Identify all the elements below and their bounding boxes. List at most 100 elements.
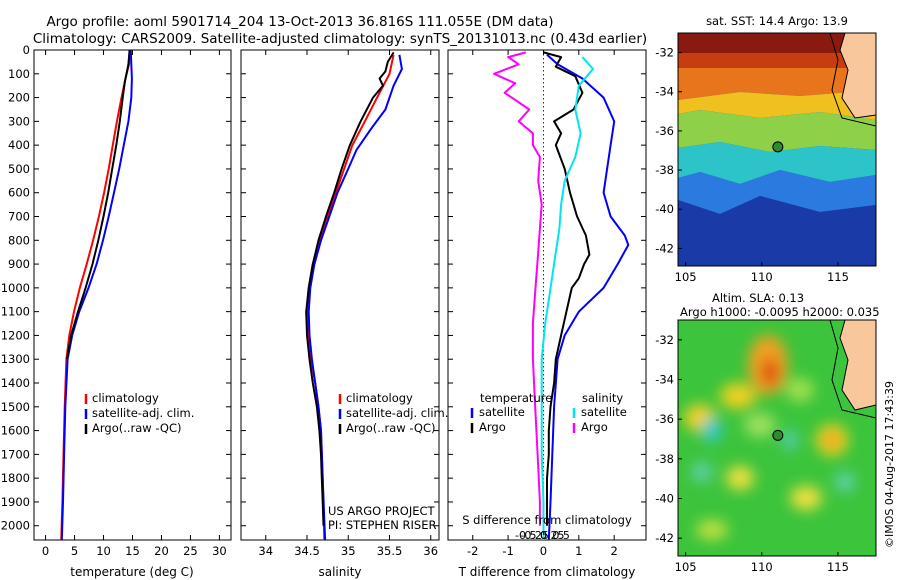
series-line [305, 51, 395, 526]
x-tick-label: 35.5 [377, 544, 403, 558]
series-line [540, 56, 594, 540]
x-tick-label: 30 [212, 544, 227, 558]
map-y-tick-label: -38 [655, 163, 674, 177]
y-tick-label: 1500 [1, 400, 30, 414]
s-tick-label: 0 [540, 529, 547, 542]
sst-map-ticks: 105 110 115 -32 -34 -36 -38 -40 -42 [655, 46, 849, 284]
salinity-panel: 34 34.5 35 35.5 36 salinity climatologysatel… [240, 49, 448, 579]
salinity-plot-frame [240, 49, 440, 541]
y-tick-label: 600 [8, 186, 30, 200]
sla-map-ticks: 105 110 115 -32 -34 -36 -38 -40 -42 [655, 333, 849, 574]
difference-panel: -2 -1 0 1 2 S difference from climatology -0… [447, 49, 647, 579]
map-y-tick-label: -32 [655, 46, 674, 60]
legend-label: satellite [581, 405, 627, 419]
legend-label: Argo [581, 420, 608, 434]
map-x-tick-label: 110 [751, 270, 773, 284]
sla-map-panel: Altim. SLA: 0.13 Argo h1000: -0.0095 h20… [655, 291, 879, 574]
legend-label: Argo(..raw -QC) [346, 421, 436, 435]
series-line [60, 50, 133, 540]
map-y-tick-label: -32 [655, 333, 674, 347]
argo-location-marker-sst [772, 141, 784, 153]
sla-map-title-line-2: Argo h1000: -0.0095 h2000: 0.035 [680, 305, 880, 319]
y-tick-label: 1200 [1, 328, 30, 342]
legend-label: satellite-adj. clim. [346, 406, 448, 420]
x-tick-label: 0 [42, 544, 49, 558]
s-tick-label: 0.25 [540, 529, 565, 542]
project-annotation-line-2: PI: STEPHEN RISER [328, 518, 437, 532]
temperature-plot-frame [33, 49, 232, 541]
sla-map-title-line-1: Altim. SLA: 0.13 [712, 291, 804, 305]
map-x-tick-label: 110 [751, 560, 773, 574]
map-y-tick-label: -42 [655, 531, 674, 545]
x-tick-label: -2 [467, 544, 478, 558]
y-tick-label: 900 [8, 257, 30, 271]
y-tick-label: 1600 [1, 424, 30, 438]
legend-label: climatology [92, 391, 159, 405]
x-tick-label: 20 [154, 544, 169, 558]
x-tick-label: 2 [611, 544, 618, 558]
y-tick-label: 1800 [1, 471, 30, 485]
legend-label: satellite [479, 405, 525, 419]
map-y-tick-label: -38 [655, 452, 674, 466]
sla-map-frame [677, 319, 877, 557]
map-y-tick-label: -40 [655, 202, 674, 216]
y-tick-label: 1900 [1, 495, 30, 509]
s-tick-label: -0.5 [515, 529, 536, 542]
argo-location-marker-sla [772, 429, 784, 441]
temperature-ticks: 0 5 10 15 20 25 300100200300400500600700800900… [1, 43, 231, 558]
x-tick-label: 34.5 [294, 544, 320, 558]
map-y-tick-label: -42 [655, 241, 674, 255]
salinity-series [305, 51, 403, 540]
series-line [307, 54, 403, 540]
salinity-ticks: 34 34.5 35 35.5 36 [241, 49, 439, 558]
difference-ticks: -2 -1 0 1 2 [448, 49, 646, 558]
map-x-tick-label: 115 [827, 560, 849, 574]
y-tick-label: 1000 [1, 281, 30, 295]
y-tick-label: 1400 [1, 376, 30, 390]
t-difference-label: T difference from climatology [458, 565, 636, 579]
x-tick-label: 5 [71, 544, 78, 558]
x-tick-label: 36 [423, 544, 438, 558]
x-tick-label: 0 [540, 544, 547, 558]
x-tick-label: 1 [575, 544, 582, 558]
imos-credit: ©IMOS 04-Aug-2017 17:43:39 [883, 381, 896, 548]
legend-title-temperature: temperature [480, 391, 552, 405]
sst-map-panel: sat. SST: 14.4 Argo: 13.9 105 110 115 -32 -3… [655, 14, 877, 284]
y-tick-label: 100 [8, 67, 30, 81]
series-line [543, 51, 591, 526]
y-tick-label: 0 [23, 43, 30, 57]
difference-series [493, 51, 630, 540]
y-tick-label: 300 [8, 114, 30, 128]
y-tick-label: 700 [8, 210, 30, 224]
legend-label: Argo(..raw -QC) [92, 421, 182, 435]
map-y-tick-label: -34 [655, 372, 674, 386]
temperature-panel: 0 5 10 15 20 25 300100200300400500600700800900… [1, 43, 232, 579]
s-tick-label: -0.25 [520, 529, 548, 542]
y-tick-label: 200 [8, 91, 30, 105]
y-tick-label: 2000 [1, 519, 30, 533]
legend-label: satellite-adj. clim. [92, 406, 194, 420]
series-line [66, 50, 131, 360]
y-tick-label: 800 [8, 233, 30, 247]
salinity-xlabel: salinity [318, 565, 361, 579]
map-x-tick-label: 115 [827, 270, 849, 284]
map-y-tick-label: -40 [655, 491, 674, 505]
header-line-2: Climatology: CARS2009. Satellite-adjuste… [33, 31, 647, 47]
sst-map-frame [677, 32, 877, 267]
s-tick-label: 0.5 [552, 529, 570, 542]
map-x-tick-label: 105 [675, 270, 697, 284]
y-tick-label: 1700 [1, 447, 30, 461]
y-tick-label: 1300 [1, 352, 30, 366]
legend-label: climatology [346, 391, 413, 405]
legend-title-salinity: salinity [582, 391, 623, 405]
legend-label: Argo [479, 420, 506, 434]
x-tick-label: 35 [341, 544, 356, 558]
map-x-tick-label: 105 [675, 560, 697, 574]
y-tick-label: 1100 [1, 305, 30, 319]
project-annotation-line-1: US ARGO PROJECT [328, 504, 436, 518]
x-tick-label: 25 [183, 544, 198, 558]
